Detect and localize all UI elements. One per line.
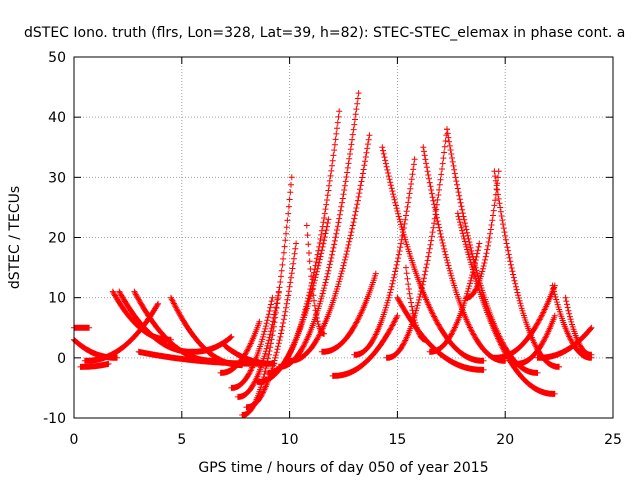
data-track bbox=[491, 282, 558, 361]
y-tick-label: 50 bbox=[48, 50, 66, 66]
data-point-markers bbox=[318, 270, 379, 355]
x-tick-label: 0 bbox=[70, 432, 79, 448]
data-point-markers bbox=[394, 294, 487, 373]
data-track bbox=[351, 156, 418, 358]
chart-title: dSTEC Iono. truth (flrs, Lon=328, Lat=39… bbox=[24, 25, 625, 41]
data-track bbox=[81, 300, 162, 364]
y-tick-label: 20 bbox=[48, 231, 66, 247]
y-tick-label: 0 bbox=[57, 351, 66, 367]
x-axis-label: GPS time / hours of day 050 of year 2015 bbox=[198, 460, 488, 476]
data-point-markers bbox=[77, 360, 112, 370]
data-point-markers bbox=[81, 300, 162, 364]
data-track bbox=[454, 210, 558, 397]
y-axis-label: dSTEC / TECUs bbox=[7, 186, 23, 289]
data-track bbox=[379, 144, 487, 364]
data-point-markers bbox=[135, 348, 271, 367]
data-track bbox=[135, 348, 271, 367]
data-track bbox=[318, 270, 379, 355]
data-track bbox=[189, 333, 235, 355]
data-point-markers bbox=[303, 222, 328, 337]
plot-frame bbox=[73, 56, 614, 419]
data-point-markers bbox=[189, 333, 235, 355]
x-tick-label: 20 bbox=[496, 432, 514, 448]
data-point-markers bbox=[491, 282, 558, 361]
data-track bbox=[513, 312, 558, 367]
data-track bbox=[329, 312, 401, 379]
y-tick-label: 30 bbox=[48, 170, 66, 186]
data-point-markers bbox=[351, 156, 418, 358]
y-tick-label: -10 bbox=[43, 411, 66, 427]
data-point-markers bbox=[379, 144, 487, 364]
y-tick-label: 10 bbox=[48, 291, 66, 307]
data-track bbox=[394, 294, 487, 373]
data-point-markers bbox=[286, 132, 373, 364]
y-tick-label: 40 bbox=[48, 110, 66, 126]
data-point-markers bbox=[234, 288, 282, 400]
data-series bbox=[71, 90, 595, 418]
data-point-markers bbox=[329, 312, 401, 379]
grid-lines bbox=[74, 57, 613, 418]
data-track bbox=[562, 294, 595, 358]
data-track bbox=[265, 108, 343, 376]
x-tick-label: 10 bbox=[281, 432, 299, 448]
data-track bbox=[234, 288, 282, 400]
data-point-markers bbox=[265, 108, 343, 376]
data-point-markers bbox=[534, 324, 595, 361]
x-tick-label: 5 bbox=[177, 432, 186, 448]
data-point-markers bbox=[562, 294, 595, 358]
data-point-markers bbox=[513, 312, 558, 367]
x-tick-label: 25 bbox=[604, 432, 622, 448]
x-tick-label: 15 bbox=[388, 432, 406, 448]
data-track bbox=[303, 222, 328, 337]
data-track bbox=[286, 132, 373, 364]
data-track bbox=[534, 324, 595, 361]
data-track bbox=[77, 360, 112, 370]
data-point-markers bbox=[454, 210, 558, 397]
